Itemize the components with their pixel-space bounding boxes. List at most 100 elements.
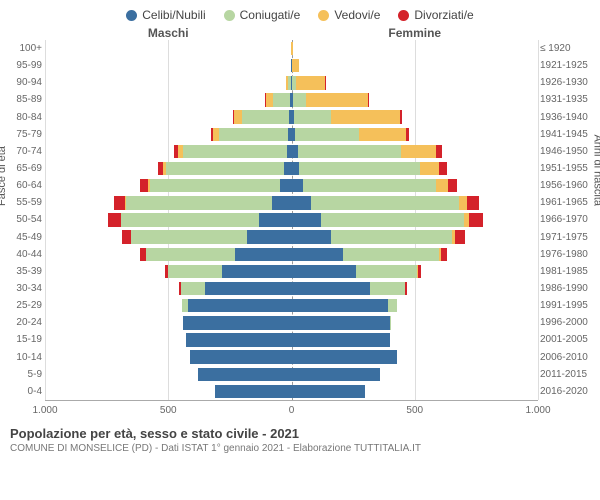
birth-label: 1966-1970 — [540, 214, 600, 225]
legend-swatch — [398, 10, 409, 21]
bar-female — [292, 42, 539, 55]
pyramid-row: 5-92011-2015 — [45, 366, 538, 383]
birth-label: 1931-1935 — [540, 94, 600, 105]
pyramid-row: 15-192001-2005 — [45, 331, 538, 348]
birth-label: 1956-1960 — [540, 180, 600, 191]
legend-label: Vedovi/e — [334, 8, 380, 22]
birth-label: 1976-1980 — [540, 249, 600, 260]
bar-container — [45, 316, 538, 329]
age-label: 85-89 — [0, 94, 42, 105]
header-female: Femmine — [292, 26, 539, 40]
bar-male — [45, 42, 292, 55]
bar-female — [292, 179, 539, 192]
pyramid-row: 60-641956-1960 — [45, 177, 538, 194]
segment — [234, 110, 243, 123]
bar-male — [45, 59, 292, 72]
age-label: 20-24 — [0, 317, 42, 328]
segment — [198, 368, 292, 381]
pyramid-row: 0-42016-2020 — [45, 383, 538, 400]
segment — [467, 196, 479, 209]
segment — [439, 162, 446, 175]
segment — [183, 316, 291, 329]
pyramid-row: 95-991921-1925 — [45, 57, 538, 74]
bar-female — [292, 110, 539, 123]
bar-female — [292, 196, 539, 209]
footer: Popolazione per età, sesso e stato civil… — [0, 420, 600, 454]
bar-male — [45, 385, 292, 398]
legend-item: Divorziati/e — [398, 8, 473, 22]
segment — [140, 179, 147, 192]
bar-container — [45, 179, 538, 192]
bar-female — [292, 162, 539, 175]
pyramid-row: 35-391981-1985 — [45, 263, 538, 280]
bar-container — [45, 282, 538, 295]
age-label: 0-4 — [0, 386, 42, 397]
birth-label: 1996-2000 — [540, 317, 600, 328]
bar-male — [45, 316, 292, 329]
segment — [247, 230, 291, 243]
bar-male — [45, 128, 292, 141]
segment — [321, 213, 464, 226]
segment — [292, 162, 299, 175]
bar-container — [45, 162, 538, 175]
age-label: 15-19 — [0, 334, 42, 345]
legend-label: Coniugati/e — [240, 8, 301, 22]
segment — [448, 179, 457, 192]
bar-container — [45, 333, 538, 346]
segment — [292, 385, 366, 398]
bar-male — [45, 282, 292, 295]
birth-label: 1941-1945 — [540, 129, 600, 140]
pyramid-row: 90-941926-1930 — [45, 74, 538, 91]
segment — [418, 265, 422, 278]
bar-female — [292, 316, 539, 329]
segment — [266, 93, 273, 106]
pyramid-row: 20-241996-2000 — [45, 314, 538, 331]
segment — [368, 93, 369, 106]
segment — [292, 179, 303, 192]
chart-area: Fasce di età Anni di nascita 100+≤ 19209… — [0, 40, 600, 420]
age-label: 35-39 — [0, 266, 42, 277]
segment — [293, 93, 307, 106]
age-label: 55-59 — [0, 197, 42, 208]
x-axis: 1.00050005001.000 — [45, 400, 538, 420]
segment — [296, 76, 326, 89]
segment — [166, 162, 284, 175]
segment — [295, 128, 359, 141]
axis-tick: 0 — [289, 405, 295, 416]
age-label: 5-9 — [0, 369, 42, 380]
age-label: 100+ — [0, 43, 42, 54]
segment — [420, 162, 440, 175]
bar-male — [45, 248, 292, 261]
bar-container — [45, 93, 538, 106]
segment — [181, 282, 206, 295]
bar-female — [292, 248, 539, 261]
bar-female — [292, 230, 539, 243]
legend-label: Divorziati/e — [414, 8, 473, 22]
age-label: 75-79 — [0, 129, 42, 140]
segment — [292, 316, 391, 329]
segment — [292, 265, 356, 278]
segment — [292, 230, 331, 243]
bar-container — [45, 350, 538, 363]
legend-item: Vedovi/e — [318, 8, 380, 22]
bar-container — [45, 59, 538, 72]
segment — [294, 110, 331, 123]
segment — [146, 248, 235, 261]
segment — [292, 59, 299, 72]
birth-label: 2001-2005 — [540, 334, 600, 345]
segment — [272, 196, 292, 209]
segment — [126, 196, 271, 209]
pyramid-row: 80-841936-1940 — [45, 109, 538, 126]
segment — [292, 368, 381, 381]
pyramid-row: 30-341986-1990 — [45, 280, 538, 297]
bar-male — [45, 213, 292, 226]
segment — [359, 128, 406, 141]
segment — [190, 350, 291, 363]
segment — [455, 230, 465, 243]
birth-label: 2006-2010 — [540, 352, 600, 363]
pyramid-rows: 100+≤ 192095-991921-192590-941926-193085… — [45, 40, 538, 400]
legend-label: Celibi/Nubili — [142, 8, 205, 22]
age-label: 25-29 — [0, 300, 42, 311]
segment — [292, 213, 322, 226]
segment — [188, 299, 292, 312]
